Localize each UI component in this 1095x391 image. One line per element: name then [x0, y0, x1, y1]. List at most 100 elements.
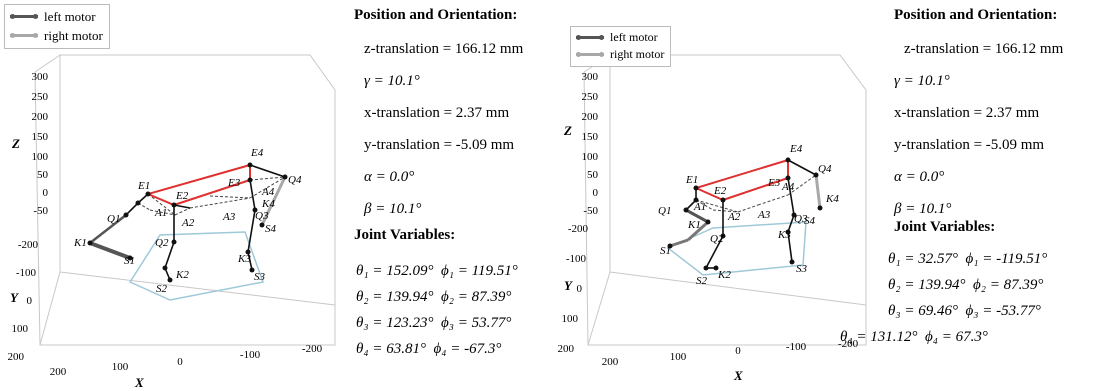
svg-text:100: 100: [12, 323, 29, 335]
label-q1: Q1: [107, 213, 120, 225]
right-joint-dots: [667, 157, 823, 271]
label-k3: K3: [777, 229, 791, 241]
label-q2: Q2: [710, 233, 724, 245]
label-e1: E1: [137, 180, 150, 192]
legend-right-motor: right motor: [44, 28, 103, 43]
gamma: γ = 10.1°: [894, 73, 950, 89]
right-dashed-links: [695, 174, 817, 213]
label-a4: A4: [781, 181, 795, 193]
svg-text:-50: -50: [33, 205, 48, 217]
y-translation: y-translation = -5.09 mm: [364, 137, 515, 153]
left-y-ticks: -200 -100 0 100 200: [8, 239, 39, 363]
svg-text:150: 150: [582, 131, 599, 143]
label-e1: E1: [685, 174, 698, 186]
label-a1: A1: [693, 201, 706, 213]
left-axis-box: [34, 54, 336, 346]
label-a2: A2: [727, 211, 741, 223]
label-e2: E2: [175, 190, 189, 202]
label-k4: K4: [825, 193, 839, 205]
joint-heading: Joint Variables:: [354, 227, 456, 243]
right-y-label: Y: [564, 278, 573, 293]
right-z-label: Z: [563, 123, 572, 138]
phi-1: ϕ₁ = 119.51°: [440, 263, 518, 279]
legend-left-motor: left motor: [44, 9, 96, 24]
svg-text:50: 50: [37, 169, 49, 181]
left-motor-swatch: [576, 34, 604, 40]
right-motor-swatch: [10, 32, 38, 38]
left-motor-arm-1: [89, 214, 127, 244]
svg-text:300: 300: [582, 71, 599, 83]
gamma: γ = 10.1°: [364, 73, 420, 89]
theta-2: θ₂ = 139.94°: [888, 277, 966, 293]
label-s3: S3: [796, 263, 808, 275]
left-z-label: Z: [11, 136, 20, 151]
svg-text:-100: -100: [786, 341, 807, 353]
x-translation: x-translation = 2.37 mm: [894, 105, 1040, 121]
label-e3: E3: [227, 177, 241, 189]
label-q4: Q4: [288, 174, 302, 186]
label-e4: E4: [250, 147, 264, 159]
label-e2: E2: [713, 185, 727, 197]
label-s4: S4: [265, 223, 277, 235]
beta: β = 10.1°: [364, 201, 422, 217]
left-joint-values: θ₁ = 152.09° ϕ₁ = 119.51° θ₂ = 139.94° ϕ…: [356, 258, 518, 362]
svg-text:-100: -100: [566, 253, 587, 265]
x-translation: x-translation = 2.37 mm: [364, 105, 510, 121]
svg-text:0: 0: [593, 187, 599, 199]
svg-text:100: 100: [562, 313, 579, 325]
right-motor-swatch: [576, 51, 604, 57]
left-motor-swatch: [10, 13, 38, 19]
legend-left-motor: left motor: [610, 30, 658, 44]
svg-text:-200: -200: [838, 338, 859, 350]
label-q2: Q2: [155, 237, 169, 249]
svg-text:250: 250: [582, 91, 599, 103]
left-x-label: X: [134, 375, 144, 390]
right-motor-arm-4: [814, 174, 822, 209]
alpha: α = 0.0°: [894, 169, 945, 185]
theta-3: θ₃ = 69.46°: [888, 303, 958, 319]
svg-text:-100: -100: [16, 267, 37, 279]
label-e3: E3: [767, 177, 781, 189]
z-translation: z-translation = 166.12 mm: [364, 41, 524, 57]
label-q3: Q3: [255, 210, 269, 222]
svg-text:-50: -50: [583, 205, 598, 217]
svg-text:200: 200: [602, 356, 619, 368]
theta-4: θ₄ = 63.81°: [356, 341, 426, 357]
beta: β = 10.1°: [894, 201, 952, 217]
label-q3: Q3: [794, 213, 808, 225]
right-x-label: X: [733, 368, 743, 383]
svg-text:100: 100: [112, 361, 129, 373]
svg-text:100: 100: [582, 151, 599, 163]
right-y-ticks: -200 -100 0 100 200: [558, 223, 589, 355]
label-q4: Q4: [818, 163, 832, 175]
left-panel: E1 E2 E3 E4 A1 A2 A3 A4 Q1 Q2 Q3 Q4 K1 K…: [4, 4, 524, 390]
svg-text:-100: -100: [240, 349, 261, 361]
label-q1: Q1: [658, 205, 671, 217]
theta-2: θ₂ = 139.94°: [356, 289, 434, 305]
svg-text:200: 200: [558, 343, 575, 355]
phi-3: ϕ₃ = 53.77°: [440, 315, 512, 331]
right-position-info: Position and Orientation: z-translation …: [894, 2, 1063, 222]
right-panel: E1 E2 E3 E4 A1 A2 A3 A4 Q1 Q2 Q3 Q4 K1 K…: [548, 0, 1095, 391]
right-joint-info: Joint Variables:: [894, 214, 995, 240]
right-z-ticks: 300 250 200 150 100 50 0 -50: [582, 71, 599, 217]
left-joint-dots: [87, 162, 288, 283]
left-y-label: Y: [10, 290, 19, 305]
left-x-ticks: 200 100 0 -100 -200: [50, 343, 323, 378]
theta-1: θ₁ = 32.57°: [888, 251, 958, 267]
phi-1: ϕ₁ = -119.51°: [965, 251, 1048, 267]
left-base-quad: [128, 231, 265, 301]
label-s3: S3: [254, 271, 266, 283]
legend-right-motor: right motor: [610, 47, 665, 61]
svg-text:50: 50: [587, 169, 599, 181]
label-s4: S4: [804, 215, 816, 227]
svg-text:250: 250: [32, 91, 49, 103]
right-motor-arm-1b: [686, 220, 710, 242]
phi-4: ϕ₄ = 67.3°: [924, 329, 988, 345]
svg-text:200: 200: [582, 111, 599, 123]
left-joint-info: Joint Variables:: [354, 222, 455, 248]
svg-text:200: 200: [8, 351, 25, 363]
theta-4: θ₄ = 131.12°: [840, 329, 918, 345]
position-heading: Position and Orientation:: [354, 7, 518, 23]
label-s1: S1: [124, 255, 135, 267]
